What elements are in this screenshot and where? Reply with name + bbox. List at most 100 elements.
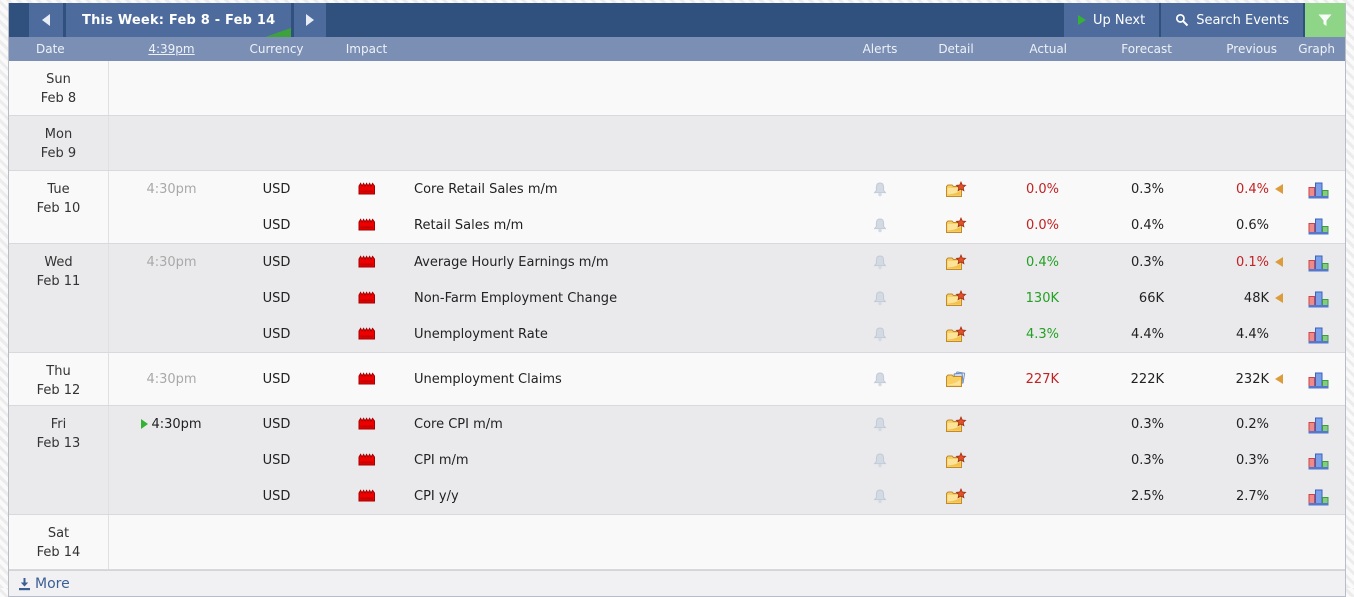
- event-row: USD Retail Sales m/m 0.0% 0.4% 0.6%: [109, 207, 1345, 243]
- alert-bell-icon: [873, 489, 887, 504]
- event-currency: USD: [262, 290, 291, 306]
- previous-value-text: 2.7%: [1235, 488, 1269, 504]
- alert-button[interactable]: [849, 325, 911, 344]
- event-name[interactable]: Core CPI m/m: [414, 416, 503, 432]
- detail-button[interactable]: [911, 486, 1001, 506]
- event-time-text: 4:30pm: [151, 416, 202, 432]
- previous-value-text: 0.1%: [1235, 254, 1269, 270]
- detail-button[interactable]: [911, 252, 1001, 272]
- detail-button[interactable]: [911, 450, 1001, 470]
- event-currency: USD: [262, 452, 291, 468]
- prev-week-button[interactable]: [29, 3, 63, 37]
- day-section: Thu Feb 12 4:30pm USD Unemployment Claims 2…: [9, 353, 1345, 406]
- revised-marker-icon: [1275, 293, 1283, 303]
- previous-value-text: 0.4%: [1235, 181, 1269, 197]
- graph-button[interactable]: [1291, 180, 1345, 199]
- search-events-label: Search Events: [1196, 12, 1289, 28]
- graph-button[interactable]: [1291, 325, 1345, 344]
- graph-button[interactable]: [1291, 487, 1345, 506]
- graph-icon: [1308, 372, 1328, 388]
- event-currency: USD: [262, 181, 291, 197]
- day-date: Feb 13: [36, 436, 81, 451]
- detail-button[interactable]: [911, 369, 1001, 389]
- detail-button[interactable]: [911, 215, 1001, 235]
- alert-bell-icon: [873, 182, 887, 197]
- week-title-button[interactable]: This Week: Feb 8 - Feb 14: [66, 3, 292, 37]
- up-next-button[interactable]: Up Next: [1064, 3, 1160, 37]
- revised-marker-icon: [1275, 374, 1283, 384]
- detail-button[interactable]: [911, 414, 1001, 434]
- current-time-link[interactable]: 4:39pm: [148, 42, 195, 56]
- event-name[interactable]: Average Hourly Earnings m/m: [414, 254, 609, 270]
- impact-cell: [319, 415, 414, 434]
- forecast-value: 66K: [1081, 291, 1186, 306]
- column-graph: Graph: [1298, 42, 1335, 56]
- event-name[interactable]: Unemployment Rate: [414, 326, 548, 342]
- forecast-value-text: 0.4%: [1130, 217, 1164, 233]
- previous-value-text: 232K: [1235, 371, 1269, 387]
- graph-button[interactable]: [1291, 289, 1345, 308]
- search-events-button[interactable]: Search Events: [1161, 3, 1303, 37]
- graph-button[interactable]: [1291, 253, 1345, 272]
- alert-button[interactable]: [849, 180, 911, 199]
- next-week-button[interactable]: [294, 3, 327, 37]
- alert-bell-icon: [873, 218, 887, 233]
- day-section: Wed Feb 11 4:30pm USD Average Hourly Earnin…: [9, 244, 1345, 353]
- event-name[interactable]: Unemployment Claims: [414, 371, 562, 387]
- graph-button[interactable]: [1291, 370, 1345, 389]
- impact-cell: [319, 289, 414, 308]
- event-name[interactable]: CPI m/m: [414, 452, 469, 468]
- actual-value-text: 0.0%: [1025, 181, 1059, 197]
- impact-cell: [319, 325, 414, 344]
- graph-icon: [1308, 255, 1328, 271]
- graph-icon: [1308, 182, 1328, 198]
- events-wrap: 4:30pm USD Core CPI m/m 0.3% 0.2% USD CPI …: [109, 406, 1345, 514]
- day-name: Tue: [47, 182, 70, 197]
- alert-button[interactable]: [849, 451, 911, 470]
- column-impact: Impact: [345, 42, 388, 56]
- alert-button[interactable]: [849, 370, 911, 389]
- event-currency: USD: [262, 488, 291, 504]
- filter-funnel-icon: [1318, 14, 1332, 26]
- graph-button[interactable]: [1291, 216, 1345, 235]
- actual-value: 227K: [1001, 372, 1081, 387]
- forecast-value: 222K: [1081, 372, 1186, 387]
- day-date: Feb 8: [40, 91, 77, 106]
- graph-button[interactable]: [1291, 415, 1345, 434]
- events-wrap: [109, 61, 1345, 115]
- alert-button[interactable]: [849, 253, 911, 272]
- event-name[interactable]: CPI y/y: [414, 488, 459, 504]
- detail-button[interactable]: [911, 179, 1001, 199]
- alert-button[interactable]: [849, 415, 911, 434]
- folder-star-icon: [946, 180, 967, 197]
- date-cell: Sun Feb 8: [9, 61, 109, 115]
- day-name: Mon: [44, 127, 73, 142]
- download-arrow-icon: [19, 577, 30, 590]
- detail-button[interactable]: [911, 288, 1001, 308]
- alert-button[interactable]: [849, 289, 911, 308]
- calendar-footer: More: [9, 570, 1345, 596]
- day-date: Feb 9: [40, 146, 77, 161]
- event-time-text: 4:30pm: [146, 254, 197, 270]
- forecast-value: 4.4%: [1081, 327, 1186, 342]
- event-row: USD CPI y/y 2.5% 2.7%: [109, 478, 1345, 514]
- alert-button[interactable]: [849, 487, 911, 506]
- impact-cell: [319, 451, 414, 470]
- filter-button[interactable]: [1305, 3, 1345, 37]
- event-name[interactable]: Non-Farm Employment Change: [414, 290, 618, 306]
- graph-icon: [1308, 218, 1328, 234]
- day-section: Sun Feb 8: [9, 61, 1345, 116]
- revised-marker-icon: [1275, 184, 1283, 194]
- graph-button[interactable]: [1291, 451, 1345, 470]
- forecast-value: 2.5%: [1081, 489, 1186, 504]
- alert-button[interactable]: [849, 216, 911, 235]
- graph-icon: [1308, 453, 1328, 469]
- previous-value: 232K: [1186, 372, 1291, 387]
- day-section: Tue Feb 10 4:30pm USD Core Retail Sales m/m…: [9, 171, 1345, 244]
- previous-value-text: 0.3%: [1235, 452, 1269, 468]
- more-link[interactable]: More: [18, 576, 70, 592]
- event-name[interactable]: Core Retail Sales m/m: [414, 181, 558, 197]
- event-name[interactable]: Retail Sales m/m: [414, 217, 524, 233]
- detail-button[interactable]: [911, 324, 1001, 344]
- day-name: Sun: [46, 72, 71, 87]
